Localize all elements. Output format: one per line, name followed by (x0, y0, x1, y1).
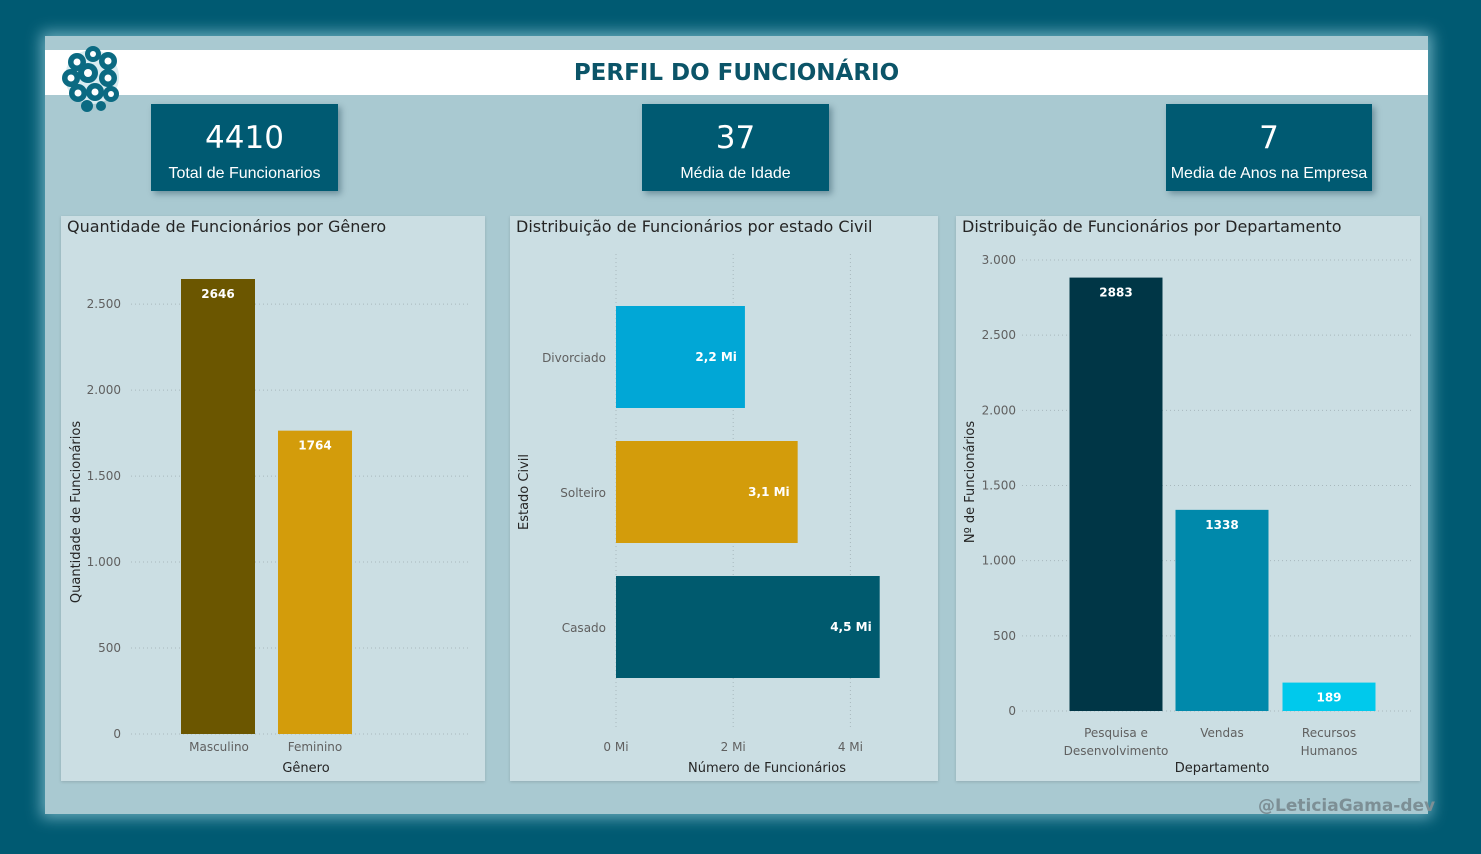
y-tick-label: Casado (562, 621, 606, 635)
x-tick-label: Recursos (1302, 726, 1356, 740)
kpi-label: Média de Idade (680, 165, 791, 182)
kpi-label: Media de Anos na Empresa (1170, 165, 1368, 182)
y-axis-title: Nº de Funcionários (963, 421, 978, 543)
y-tick-label: 500 (98, 641, 121, 655)
bar-masculino (181, 279, 255, 734)
y-axis-title: Quantidade de Funcionários (69, 421, 84, 603)
x-tick-label: 0 Mi (603, 740, 628, 754)
bar-feminino (278, 430, 352, 734)
data-label: 1338 (1205, 518, 1238, 532)
y-tick-label: 1.000 (982, 554, 1016, 568)
data-label: 2883 (1099, 286, 1132, 300)
data-label: 2646 (201, 287, 234, 301)
department-bar-chart: 0 500 1.000 1.500 2.000 2.500 3.000 2883 Pesquis… (963, 253, 1414, 776)
x-tick-label: Vendas (1200, 726, 1244, 740)
bar-vendas (1175, 509, 1269, 711)
kpi-label: Total de Funcionarios (168, 165, 321, 182)
x-axis-title: Gênero (282, 761, 329, 776)
dashboard-canvas: PERFIL DO FUNCIONÁRIO 4410 Total de Func… (45, 36, 1435, 816)
chart-panel-departamento: 0 500 1.000 1.500 2.000 2.500 3.000 2883 Pesquis… (956, 216, 1420, 781)
data-label: 3,1 Mi (748, 485, 790, 499)
y-tick-label: 3.000 (982, 253, 1016, 267)
bar-casado (616, 576, 880, 678)
kpi-total-funcionarios: 4410 Total de Funcionarios (151, 104, 338, 191)
header-bar: PERFIL DO FUNCIONÁRIO (45, 50, 1428, 95)
marital-status-bar-chart: 0 Mi 2 Mi 4 Mi 2,2 Mi Divorciado 3,1 Mi Soltei… (517, 254, 880, 776)
x-axis-title: Departamento (1175, 761, 1270, 776)
kpi-value: 37 (715, 120, 756, 156)
y-tick-label: 0 (1008, 704, 1016, 718)
kpi-value: 7 (1259, 120, 1279, 156)
page-title: PERFIL DO FUNCIONÁRIO (573, 60, 900, 86)
x-tick-label: Masculino (189, 740, 249, 754)
x-tick-label: Pesquisa e (1084, 726, 1148, 740)
chart-panel-estado-civil: 0 Mi 2 Mi 4 Mi 2,2 Mi Divorciado 3,1 Mi Soltei… (510, 216, 938, 781)
y-tick-label: 0 (113, 727, 121, 741)
x-tick-label: 2 Mi (721, 740, 746, 754)
chart-panel-genero: 0 500 1.000 1.500 2.000 2.500 2646 Masculino 176… (61, 216, 485, 781)
data-label: 189 (1316, 691, 1341, 705)
chart-title: Distribuição de Funcionários por estado … (516, 217, 873, 236)
author-watermark: @LeticiaGama-dev (1258, 796, 1436, 816)
bar-divorciado (616, 306, 745, 408)
x-tick-label: Desenvolvimento (1064, 744, 1169, 758)
data-label: 4,5 Mi (830, 620, 872, 634)
data-label: 1764 (298, 439, 331, 453)
kpi-media-anos-empresa: 7 Media de Anos na Empresa (1166, 104, 1372, 191)
y-tick-label: 1.000 (87, 555, 121, 569)
gender-bar-chart: 0 500 1.000 1.500 2.000 2.500 2646 Masculino 176… (69, 279, 471, 776)
y-axis-title: Estado Civil (517, 454, 532, 530)
data-label: 2,2 Mi (695, 350, 737, 364)
y-tick-label: Solteiro (560, 486, 606, 500)
bar-pesquisa e-desenvolvimento (1069, 277, 1163, 711)
y-tick-label: 500 (993, 629, 1016, 643)
y-tick-label: 1.500 (982, 479, 1016, 493)
kpi-media-idade: 37 Média de Idade (642, 104, 829, 191)
y-tick-label: 2.500 (982, 328, 1016, 342)
chart-title: Distribuição de Funcionários por Departa… (962, 217, 1342, 236)
kpi-value: 4410 (205, 120, 284, 156)
y-tick-label: 2.000 (982, 403, 1016, 417)
x-tick-label: Feminino (288, 740, 343, 754)
x-tick-label: 4 Mi (838, 740, 863, 754)
x-tick-label: Humanos (1301, 744, 1358, 758)
y-tick-label: 2.500 (87, 297, 121, 311)
brain-gears-logo-icon (62, 46, 119, 112)
bar-solteiro (616, 441, 798, 543)
chart-title: Quantidade de Funcionários por Gênero (67, 217, 387, 236)
y-tick-label: 1.500 (87, 469, 121, 483)
y-tick-label: 2.000 (87, 383, 121, 397)
bar-recursos-humanos (1282, 682, 1376, 711)
x-axis-title: Número de Funcionários (688, 761, 846, 776)
y-tick-label: Divorciado (542, 351, 606, 365)
